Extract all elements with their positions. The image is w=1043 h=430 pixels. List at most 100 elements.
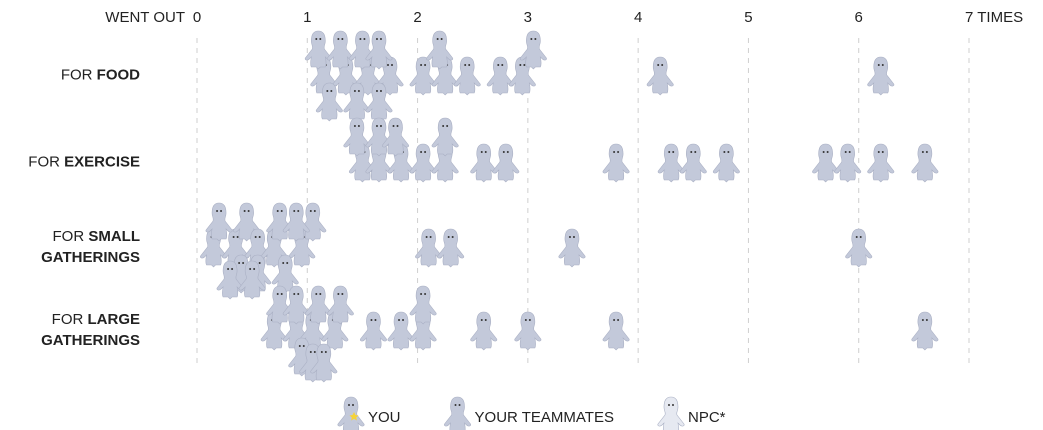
penguin-eye bbox=[249, 268, 252, 270]
penguin bbox=[492, 143, 520, 183]
penguin-eye bbox=[359, 38, 362, 40]
x-tick-label: 2 bbox=[413, 9, 421, 26]
penguin-eye bbox=[238, 262, 241, 264]
penguin-eye bbox=[258, 262, 261, 264]
penguin-eye bbox=[534, 38, 537, 40]
penguin-eye bbox=[374, 319, 377, 321]
penguin-body bbox=[387, 311, 415, 351]
row-label-prefix: FOR bbox=[60, 66, 93, 84]
penguin bbox=[409, 285, 437, 325]
penguin-eye bbox=[247, 210, 250, 212]
penguin-body bbox=[679, 143, 707, 183]
penguin-eye bbox=[667, 404, 670, 406]
penguin-eye bbox=[429, 236, 432, 238]
penguin-eye bbox=[921, 151, 924, 153]
penguin-eye bbox=[375, 38, 378, 40]
penguin-eye bbox=[530, 38, 533, 40]
penguin bbox=[558, 228, 586, 268]
row-label: FOR LARGE GATHERINGS bbox=[20, 309, 140, 351]
penguin-body bbox=[470, 143, 498, 183]
penguin bbox=[646, 56, 674, 96]
penguin-body bbox=[514, 311, 542, 351]
penguin-eye bbox=[447, 236, 450, 238]
penguin-eye bbox=[723, 151, 726, 153]
penguin bbox=[415, 228, 443, 268]
penguin bbox=[519, 30, 547, 70]
penguin-body bbox=[326, 30, 354, 70]
penguin-eye bbox=[420, 151, 423, 153]
penguin-eye bbox=[353, 90, 356, 92]
penguin-body bbox=[712, 143, 740, 183]
penguin-eye bbox=[297, 210, 300, 212]
penguin bbox=[304, 30, 332, 70]
penguin-eye bbox=[468, 64, 471, 66]
penguin-eye bbox=[613, 319, 616, 321]
penguin-body bbox=[304, 30, 332, 70]
penguin-eye bbox=[613, 151, 616, 153]
penguin-body bbox=[409, 143, 437, 183]
penguin-eye bbox=[497, 64, 500, 66]
penguin-eye bbox=[324, 351, 327, 353]
penguin-eye bbox=[253, 268, 256, 270]
penguin-body bbox=[444, 396, 472, 430]
penguin-eye bbox=[315, 293, 318, 295]
penguin bbox=[365, 30, 393, 70]
x-axis-label: WENT OUT bbox=[105, 9, 185, 26]
penguin bbox=[514, 311, 542, 351]
penguin-eye bbox=[844, 151, 847, 153]
penguin-eye bbox=[484, 151, 487, 153]
penguin-body bbox=[486, 56, 514, 96]
row-label-bold: SMALL GATHERINGS bbox=[41, 228, 140, 266]
penguin bbox=[205, 202, 233, 242]
penguin-eye bbox=[436, 38, 439, 40]
penguin-eye bbox=[220, 210, 223, 212]
penguin-body bbox=[812, 143, 840, 183]
penguin-eye bbox=[227, 268, 230, 270]
penguin-eye bbox=[454, 404, 457, 406]
row-label-prefix: FOR bbox=[51, 311, 84, 328]
penguin bbox=[216, 260, 244, 300]
penguin bbox=[282, 285, 310, 325]
penguin-body bbox=[867, 56, 895, 96]
penguin bbox=[409, 56, 437, 96]
row-label-bold: LARGE GATHERINGS bbox=[41, 311, 140, 349]
penguin-eye bbox=[668, 151, 671, 153]
penguin-eye bbox=[528, 319, 531, 321]
penguin-body bbox=[343, 117, 371, 157]
penguin-eye bbox=[440, 38, 443, 40]
penguin-eye bbox=[425, 236, 428, 238]
penguin-eye bbox=[236, 236, 239, 238]
penguin-eye bbox=[337, 38, 340, 40]
penguin-eye bbox=[925, 151, 928, 153]
penguin-eye bbox=[458, 404, 461, 406]
penguin bbox=[486, 56, 514, 96]
x-tick-label: 1 bbox=[303, 9, 311, 26]
penguin-eye bbox=[661, 64, 664, 66]
penguin-eye bbox=[258, 236, 261, 238]
penguin-eye bbox=[877, 151, 880, 153]
penguin-body bbox=[657, 396, 685, 430]
row-label: FOR SMALL GATHERINGS bbox=[20, 226, 140, 268]
penguin-eye bbox=[881, 151, 884, 153]
penguin-eye bbox=[420, 293, 423, 295]
penguin-body bbox=[282, 202, 310, 242]
row-label: FOR EXERCISE bbox=[20, 152, 140, 173]
penguin-eye bbox=[480, 319, 483, 321]
penguin-eye bbox=[313, 210, 316, 212]
penguin-body bbox=[657, 143, 685, 183]
penguin-eye bbox=[286, 262, 289, 264]
penguin-eye bbox=[420, 64, 423, 66]
penguin-eye bbox=[881, 64, 884, 66]
penguin-eye bbox=[313, 351, 316, 353]
penguin-body bbox=[365, 30, 393, 70]
penguin-body bbox=[409, 56, 437, 96]
penguin-eye bbox=[855, 236, 858, 238]
penguin-eye bbox=[524, 319, 527, 321]
penguin-eye bbox=[375, 125, 378, 127]
penguin bbox=[679, 143, 707, 183]
penguin-eye bbox=[337, 293, 340, 295]
penguin-eye bbox=[297, 293, 300, 295]
penguin-body bbox=[845, 228, 873, 268]
penguin bbox=[437, 228, 465, 268]
